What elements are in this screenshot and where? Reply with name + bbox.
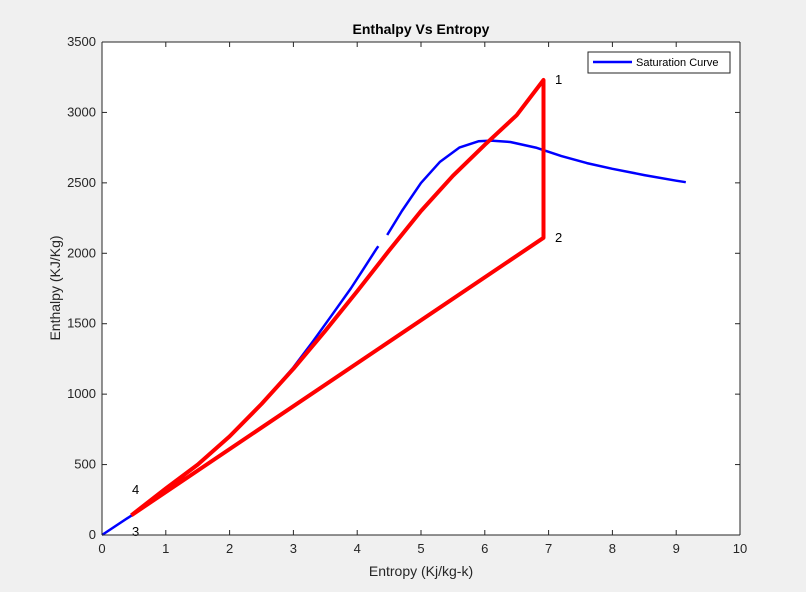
point-label: 3	[132, 524, 139, 539]
point-label: 4	[132, 482, 139, 497]
plot-area	[102, 42, 740, 535]
x-tick-label: 8	[609, 541, 616, 556]
x-tick-label: 3	[290, 541, 297, 556]
chart-title: Enthalpy Vs Entropy	[353, 21, 490, 37]
legend[interactable]: Saturation Curve	[587, 51, 731, 74]
cycle-line	[130, 78, 546, 517]
x-tick-label: 6	[481, 541, 488, 556]
y-ticks: 0 500 1000 1500 2000 2500 3000 3500	[67, 34, 740, 542]
x-tick-label: 0	[98, 541, 105, 556]
y-tick-label: 3000	[67, 104, 96, 119]
x-tick-label: 7	[545, 541, 552, 556]
x-tick-label: 4	[354, 541, 361, 556]
x-tick-label: 5	[417, 541, 424, 556]
y-tick-label: 1000	[67, 386, 96, 401]
y-axis-label: Enthalpy (KJ/Kg)	[47, 235, 63, 340]
x-axis-label: Entropy (Kj/kg-k)	[369, 563, 473, 579]
y-tick-label: 2500	[67, 175, 96, 190]
chart-marks	[101, 78, 686, 537]
y-tick-label: 3500	[67, 34, 96, 49]
legend-box	[587, 51, 731, 74]
x-tick-label: 9	[673, 541, 680, 556]
x-tick-label: 2	[226, 541, 233, 556]
y-tick-label: 1500	[67, 316, 96, 331]
point-label: 2	[555, 230, 562, 245]
point-label: 1	[555, 72, 562, 87]
x-ticks: 0 1 2 3 4 5 6 7 8 9 10	[98, 42, 747, 556]
y-tick-label: 2000	[67, 245, 96, 260]
y-tick-label: 500	[74, 457, 96, 472]
saturation-curve-segment	[386, 139, 686, 236]
x-tick-label: 1	[162, 541, 169, 556]
x-tick-label: 10	[733, 541, 747, 556]
point-labels: 1 2 3 4	[132, 72, 562, 539]
legend-label-saturation-curve: Saturation Curve	[636, 57, 719, 69]
y-tick-label: 0	[89, 527, 96, 542]
